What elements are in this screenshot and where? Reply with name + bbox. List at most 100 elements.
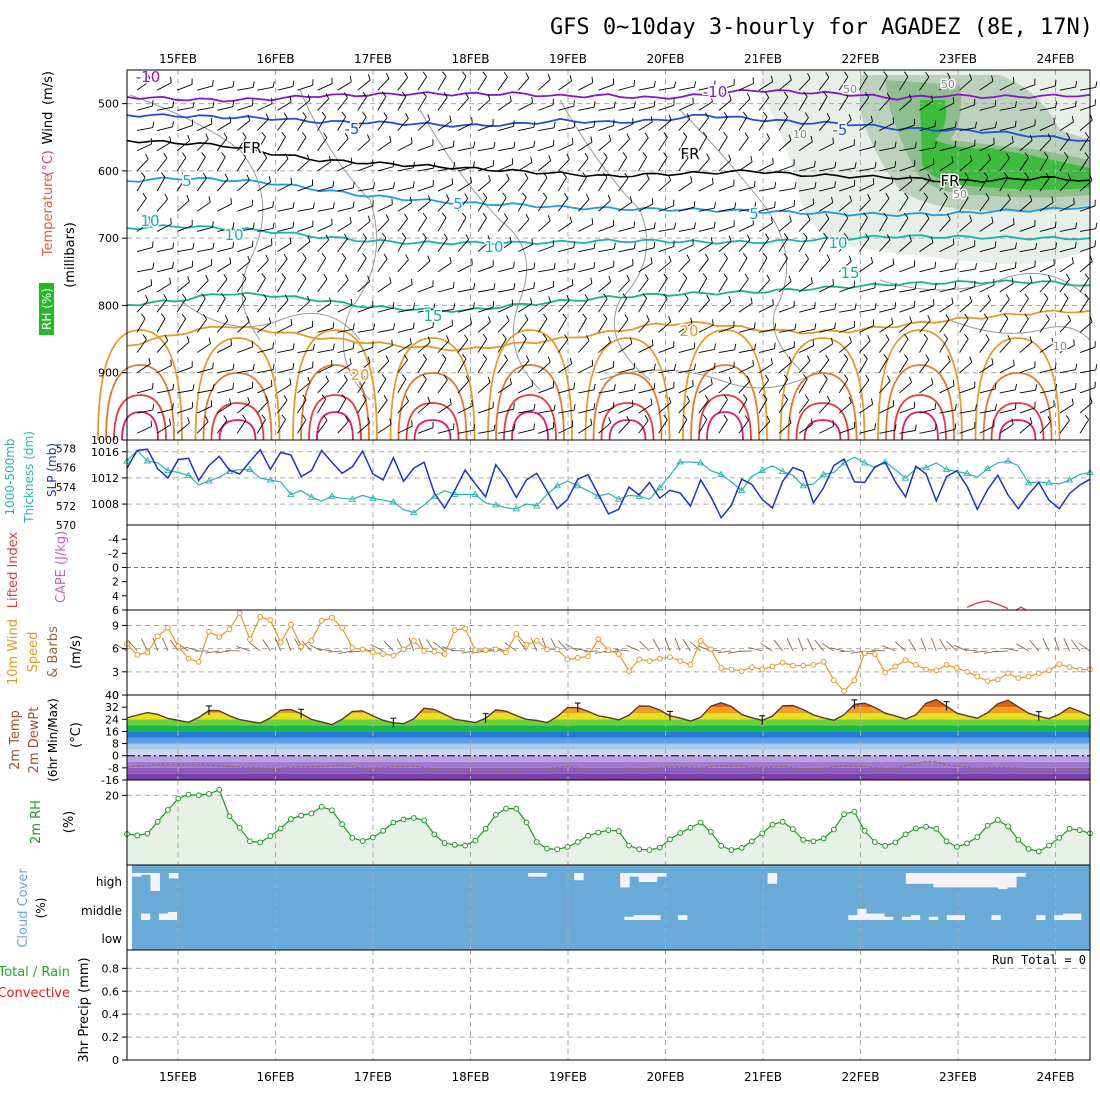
wind-barb bbox=[598, 422, 611, 434]
wind-barb bbox=[899, 147, 916, 152]
wind-barb-flag bbox=[487, 235, 491, 242]
surface-wind-barb bbox=[517, 639, 527, 652]
y-tick-label: 0.2 bbox=[102, 1031, 120, 1044]
wind-barb-flag bbox=[427, 195, 431, 202]
y-tick-label: 2 bbox=[112, 576, 119, 589]
rh-point bbox=[759, 830, 766, 837]
wind-barb bbox=[397, 284, 413, 293]
rh-point bbox=[615, 828, 622, 835]
wind-barb bbox=[778, 205, 795, 212]
wind-barb bbox=[156, 223, 172, 232]
wind-barb bbox=[919, 147, 936, 152]
wind-barb bbox=[176, 225, 193, 232]
wind-barb bbox=[798, 378, 808, 394]
wind-barb-flag bbox=[934, 141, 937, 148]
wind-barb-flag bbox=[525, 72, 530, 79]
wind-barb-flag bbox=[502, 333, 507, 340]
rh-point bbox=[984, 822, 991, 829]
temperature-unit-label: (°C) bbox=[41, 150, 56, 176]
thickness-marker bbox=[164, 466, 172, 474]
wind-speed-point bbox=[1005, 670, 1011, 677]
wind-barb-flag bbox=[312, 202, 315, 209]
wind-barb bbox=[718, 99, 732, 111]
thickness-marker bbox=[410, 508, 418, 516]
wind-barb bbox=[859, 428, 875, 434]
wind-barb-flag bbox=[283, 253, 288, 260]
wind-barb-flag bbox=[591, 76, 594, 83]
rh-point bbox=[410, 815, 417, 821]
wind-barb bbox=[357, 422, 371, 434]
wind-barb bbox=[598, 389, 615, 394]
wind-barb bbox=[798, 282, 813, 293]
wind-barb-flag bbox=[843, 233, 849, 239]
wind-barb bbox=[678, 227, 695, 232]
surface-wind-barb bbox=[426, 639, 435, 652]
surface-wind-barb bbox=[894, 641, 906, 652]
wind-barb bbox=[1039, 279, 1052, 293]
wind-barb-flag bbox=[603, 313, 608, 320]
rh-point bbox=[974, 834, 981, 841]
wind-barb-flag bbox=[693, 201, 696, 208]
wind-barb-flag bbox=[653, 241, 656, 248]
wind-barb bbox=[638, 156, 648, 172]
cloud-middle-gap bbox=[946, 915, 957, 920]
rh-point bbox=[718, 842, 725, 849]
minmax-axis-label: (6hr Min/Max) bbox=[46, 698, 60, 782]
boundary-isotherm bbox=[511, 411, 549, 441]
cloud-middle-gap bbox=[1054, 915, 1064, 920]
wind-barb bbox=[919, 242, 934, 253]
wind-barb-flag bbox=[229, 398, 232, 405]
wind-barb bbox=[799, 328, 815, 333]
wind-barb bbox=[698, 383, 713, 394]
rh-point bbox=[687, 824, 694, 831]
wind-barb bbox=[778, 139, 792, 152]
wind-barb-flag bbox=[682, 131, 688, 138]
contour-label: FR bbox=[940, 172, 959, 190]
wind-barb bbox=[498, 429, 514, 434]
wind-speed-point bbox=[912, 661, 919, 668]
wind-barb bbox=[1079, 278, 1090, 293]
wind-barb-flag bbox=[289, 96, 292, 103]
wind-barb bbox=[999, 267, 1016, 273]
wind-barb-flag bbox=[569, 75, 572, 82]
wind-barb-flag bbox=[1029, 134, 1033, 141]
y-tick-label: 1008 bbox=[91, 498, 119, 511]
wind-barb bbox=[718, 326, 735, 333]
wind-barb bbox=[357, 116, 367, 131]
wind-barb bbox=[417, 200, 431, 212]
wind-barb bbox=[1019, 389, 1036, 394]
wind-speed-point bbox=[513, 631, 520, 637]
wind-barb-flag bbox=[934, 261, 937, 268]
wind-barb bbox=[758, 207, 775, 212]
wind-speed-point bbox=[718, 665, 725, 671]
temperature-band bbox=[127, 755, 1090, 762]
wind-barb bbox=[437, 167, 454, 172]
wind-barb bbox=[317, 207, 334, 212]
wind-barb bbox=[558, 268, 575, 273]
surface-wind-barb bbox=[973, 650, 988, 654]
wind-barb-flag bbox=[513, 141, 516, 148]
wind-barb-flag bbox=[964, 172, 969, 178]
wind-barb-flag bbox=[1007, 193, 1011, 200]
wind-barb bbox=[257, 323, 271, 333]
wind-speed-point bbox=[697, 638, 704, 644]
wind-barb bbox=[698, 277, 708, 293]
wind-barb bbox=[979, 222, 994, 232]
wind-barb-flag bbox=[263, 293, 268, 300]
wind-barb-flag bbox=[530, 297, 533, 304]
thickness-marker bbox=[799, 481, 807, 489]
wind-barb-flag bbox=[653, 383, 656, 390]
wind-speed-point bbox=[185, 655, 192, 662]
wind-barb-flag bbox=[367, 215, 371, 222]
wind-barb bbox=[638, 320, 650, 333]
surface-wind-barb bbox=[652, 638, 661, 652]
rh-point bbox=[451, 841, 458, 848]
wind-barb bbox=[859, 403, 873, 414]
wind-barb-flag bbox=[145, 153, 149, 160]
wind-barb-flag bbox=[622, 293, 627, 299]
wind-barb-flag bbox=[1043, 293, 1049, 299]
wind-barb bbox=[357, 399, 367, 414]
wind-barb-flag bbox=[746, 234, 751, 241]
wind-barb bbox=[538, 387, 554, 394]
wind-barb bbox=[939, 219, 951, 232]
